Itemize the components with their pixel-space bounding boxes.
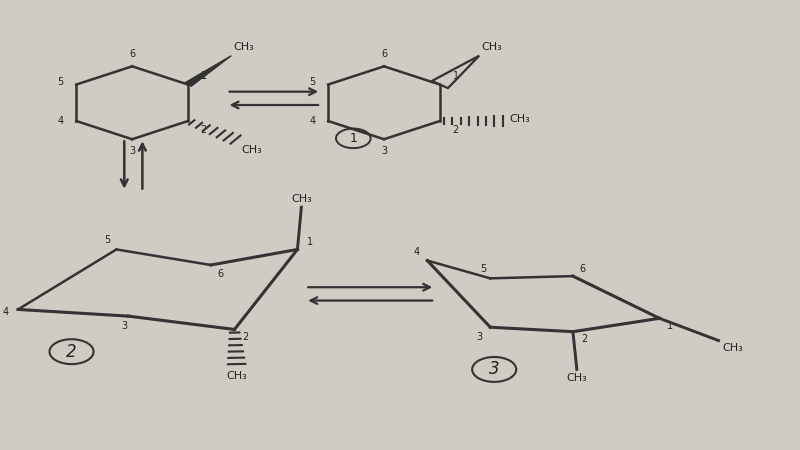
Text: 6: 6	[579, 264, 586, 274]
Text: CH₃: CH₃	[482, 42, 502, 52]
Text: 5: 5	[104, 235, 110, 245]
Text: 5: 5	[58, 77, 64, 87]
Text: 1: 1	[201, 71, 206, 81]
Text: 1: 1	[667, 320, 674, 331]
Text: CH₃: CH₃	[509, 114, 530, 124]
Text: 6: 6	[381, 49, 387, 59]
Text: 6: 6	[217, 269, 223, 279]
Text: 4: 4	[58, 116, 64, 126]
Text: CH₃: CH₃	[234, 42, 254, 52]
Text: CH₃: CH₃	[226, 371, 247, 381]
Text: 2: 2	[581, 334, 587, 344]
Text: 4: 4	[2, 306, 9, 317]
Text: 5: 5	[310, 77, 315, 87]
Text: 3: 3	[476, 332, 482, 342]
Text: 6: 6	[129, 49, 135, 59]
Text: 2: 2	[453, 125, 458, 135]
Text: CH₃: CH₃	[291, 194, 312, 204]
Text: 5: 5	[480, 264, 486, 274]
Text: CH₃: CH₃	[566, 373, 587, 383]
Text: 3: 3	[122, 321, 127, 332]
Polygon shape	[185, 56, 231, 86]
Text: 2: 2	[66, 342, 77, 360]
Text: 3: 3	[129, 146, 135, 156]
Text: 3: 3	[381, 146, 387, 156]
Text: 1: 1	[453, 71, 458, 81]
Text: 4: 4	[310, 116, 315, 126]
Text: 4: 4	[414, 247, 419, 257]
Text: 1: 1	[350, 132, 358, 145]
Text: CH₃: CH₃	[242, 144, 262, 154]
Text: 2: 2	[201, 125, 207, 135]
Text: CH₃: CH₃	[722, 343, 743, 353]
Text: 1: 1	[307, 237, 313, 247]
Text: 2: 2	[242, 332, 249, 342]
Text: 3: 3	[489, 360, 499, 378]
